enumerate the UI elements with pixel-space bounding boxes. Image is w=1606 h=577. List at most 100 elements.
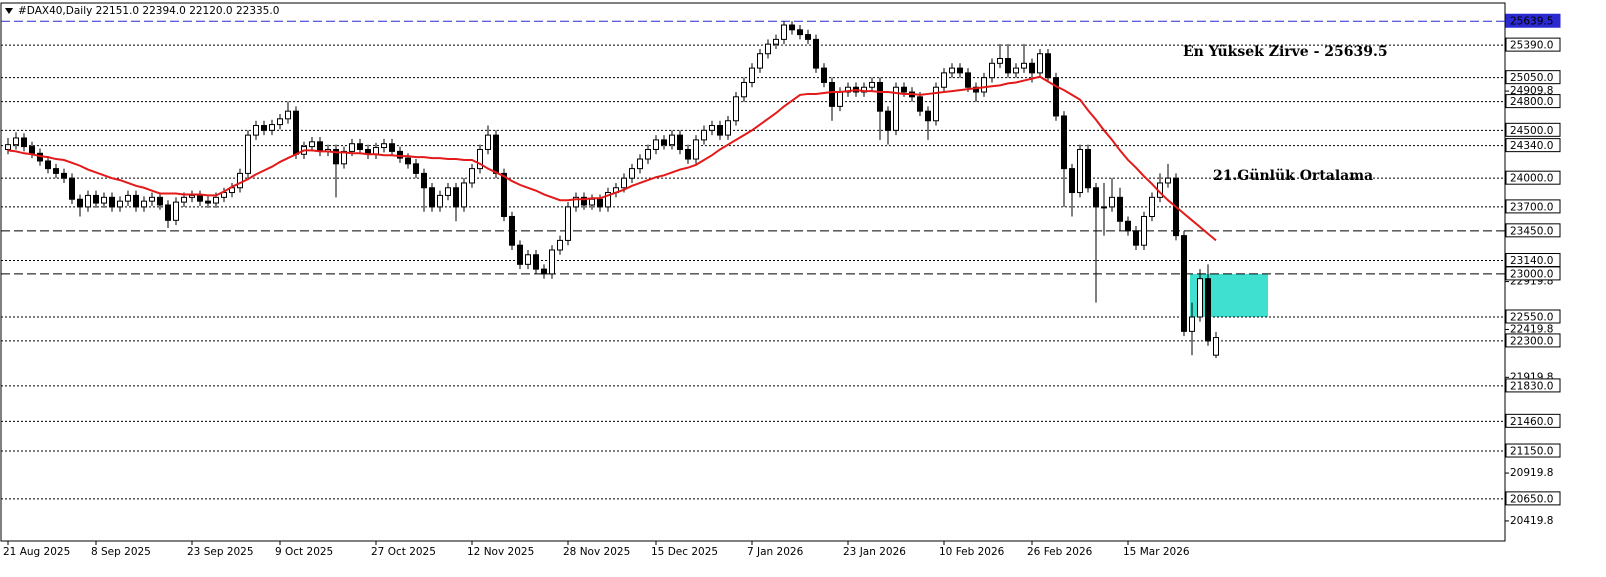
candle-body: [893, 86, 899, 131]
candle-body: [1189, 316, 1195, 332]
candle-body: [13, 137, 19, 146]
level-label: 24500.0: [1510, 125, 1553, 137]
candle-body: [285, 110, 291, 120]
candle-body: [829, 81, 835, 107]
level-label-box: [1505, 13, 1561, 28]
candle-body: [293, 110, 299, 155]
candle-body: [693, 139, 699, 160]
plot-frame: [0, 2, 1506, 542]
candle-body: [629, 168, 635, 179]
candle-body: [133, 194, 139, 208]
x-tick-label: 8 Sep 2025: [91, 546, 151, 558]
candle-body: [429, 187, 435, 208]
level-label: 25639.5: [1510, 16, 1553, 28]
candle-body: [869, 81, 875, 88]
candle-body: [1077, 148, 1083, 194]
candle-body: [357, 143, 363, 150]
candle-body: [389, 143, 395, 152]
candle-body: [1045, 53, 1051, 79]
candle-body: [557, 239, 563, 251]
annotation: En Yüksek Zirve - 25639.5: [1183, 44, 1388, 60]
candle-body: [661, 139, 667, 146]
candle-body: [157, 196, 163, 206]
candle-body: [101, 196, 107, 204]
candle-body: [1005, 58, 1011, 74]
candle-body: [469, 168, 475, 184]
candle-body: [1117, 196, 1123, 222]
candle-body: [1093, 187, 1099, 208]
candle-body: [581, 196, 587, 206]
candle-body: [717, 125, 723, 136]
candle-body: [437, 194, 443, 208]
level-label-box: [1505, 413, 1561, 428]
candle-body: [485, 134, 491, 150]
candle-body: [413, 163, 419, 174]
candle-body: [749, 67, 755, 83]
candle-body: [77, 198, 83, 208]
candle-body: [1069, 168, 1075, 194]
candle-body: [197, 194, 203, 202]
x-tick-label: 15 Mar 2026: [1123, 546, 1190, 558]
y-tick-label: 22419.8: [1510, 323, 1553, 335]
candle-body: [533, 254, 539, 270]
x-tick-label: 9 Oct 2025: [275, 546, 333, 558]
level-label: 21460.0: [1510, 416, 1553, 428]
candle-body: [109, 196, 115, 208]
level-label: 22550.0: [1510, 311, 1553, 323]
level-label: 22300.0: [1510, 335, 1553, 347]
candle-body: [725, 120, 731, 136]
candle-body: [565, 206, 571, 241]
level-label: 23140.0: [1510, 255, 1553, 267]
candle-body: [653, 139, 659, 150]
level-label: 24800.0: [1510, 96, 1553, 108]
candle-body: [981, 77, 987, 93]
candle-body: [69, 177, 75, 200]
candle-body: [989, 62, 995, 79]
candle-body: [773, 38, 779, 45]
candle-body: [1021, 62, 1027, 69]
candle-body: [1141, 215, 1147, 246]
candle-body: [541, 268, 547, 275]
candle-body: [589, 198, 595, 206]
candle-body: [877, 81, 883, 112]
candle-body: [213, 196, 219, 204]
level-label-box: [1505, 309, 1561, 324]
candle-body: [277, 118, 283, 126]
candle-body: [45, 160, 51, 170]
level-label: 23450.0: [1510, 225, 1553, 237]
candle-body: [397, 150, 403, 159]
candle-body: [117, 200, 123, 208]
candle-body: [1213, 337, 1219, 356]
candle-body: [53, 168, 59, 174]
candle-body: [493, 134, 499, 174]
candle-body: [1125, 220, 1131, 232]
candle-body: [373, 147, 379, 155]
candle-body: [669, 134, 675, 146]
level-label: 23000.0: [1510, 268, 1553, 280]
candle-body: [1181, 235, 1187, 332]
candle-body: [165, 204, 171, 221]
candle-body: [789, 24, 795, 31]
x-tick-label: 23 Jan 2026: [843, 546, 906, 558]
candle-body: [925, 110, 931, 122]
candle-body: [309, 141, 315, 148]
candle-body: [621, 177, 627, 189]
candle-body: [1053, 77, 1059, 117]
candle-body: [933, 86, 939, 122]
level-label: 25050.0: [1510, 72, 1553, 84]
candle-body: [405, 157, 411, 165]
level-label: 23700.0: [1510, 201, 1553, 213]
candle-body: [381, 143, 387, 149]
candle-body: [1197, 278, 1203, 318]
level-label: 20650.0: [1510, 493, 1553, 505]
candle-body: [1109, 196, 1115, 208]
x-tick-label: 10 Feb 2026: [939, 546, 1005, 558]
level-label-box: [1505, 443, 1561, 458]
level-label-box: [1505, 266, 1561, 281]
candle-body: [141, 200, 147, 208]
candle-body: [61, 172, 67, 179]
x-tick-label: 27 Oct 2025: [371, 546, 436, 558]
level-label-box: [1505, 70, 1561, 85]
candle-body: [149, 196, 155, 202]
level-label-box: [1505, 94, 1561, 109]
